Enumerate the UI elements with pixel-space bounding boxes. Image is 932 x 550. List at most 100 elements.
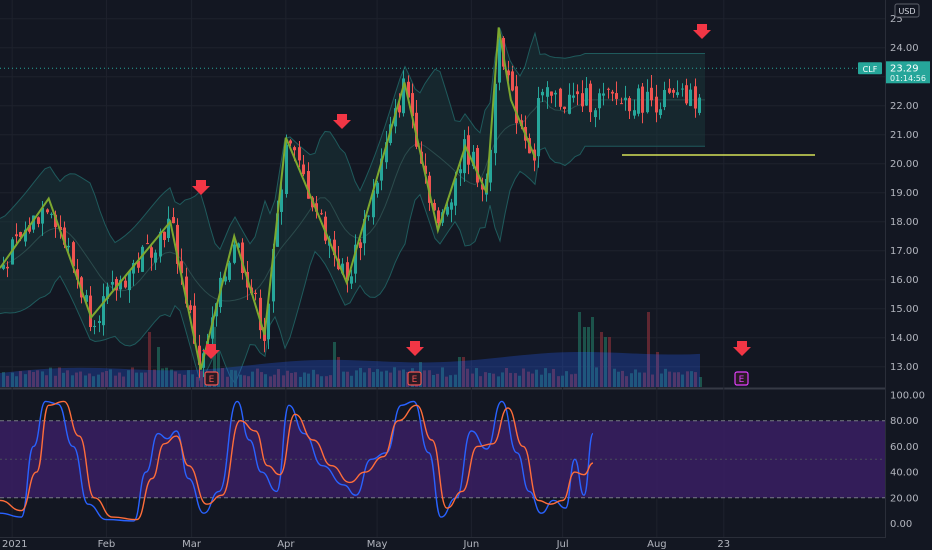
candle-body: [341, 263, 344, 274]
volume-bar: [471, 373, 474, 387]
candle-body: [2, 264, 5, 269]
candle-body: [450, 202, 453, 210]
candle-body: [385, 142, 388, 163]
candle-body: [411, 93, 414, 117]
candle-body: [350, 276, 353, 284]
candle-body: [293, 147, 296, 151]
volume-bar: [92, 376, 95, 387]
candle-body: [132, 263, 135, 274]
candle-body: [211, 317, 214, 339]
candle-body: [672, 89, 675, 93]
volume-bar: [28, 370, 31, 387]
candle-body: [620, 103, 623, 105]
candle-body: [289, 140, 292, 144]
candle-body: [237, 243, 240, 248]
candle-body: [541, 91, 544, 96]
volume-bar: [488, 372, 491, 387]
candle-body: [655, 96, 658, 113]
candle-body: [650, 87, 653, 101]
volume-bar: [144, 372, 147, 387]
volume-bar: [187, 370, 190, 387]
candle-body: [433, 202, 436, 211]
candle-body: [115, 279, 118, 291]
earnings-marker-label: E: [739, 375, 745, 385]
volume-bar: [165, 367, 168, 387]
volume-bar: [445, 376, 448, 387]
volume-bar: [505, 367, 508, 387]
earnings-marker-label: E: [412, 375, 418, 385]
candle-body: [302, 164, 305, 175]
time-axis-bg: [0, 538, 886, 550]
volume-bar: [634, 369, 637, 387]
candle-body: [224, 276, 227, 282]
volume-bar: [527, 371, 530, 387]
volume-bar: [393, 367, 396, 387]
last-price-badge: [886, 61, 930, 84]
stoch-tick-label: 100.00: [890, 391, 925, 402]
candle-body: [624, 97, 627, 101]
volume-bar: [484, 372, 487, 387]
candle-body: [15, 234, 18, 237]
ticker-label: CLF: [863, 65, 878, 74]
candle-body: [685, 85, 688, 104]
candle-body: [324, 216, 327, 241]
volume-bar: [299, 376, 302, 387]
volume-bar: [170, 369, 173, 387]
stoch-tick-label: 80.00: [890, 416, 919, 427]
volume-bar: [643, 372, 646, 387]
time-tick-label: May: [367, 539, 388, 550]
candle-body: [41, 207, 44, 224]
candle-body: [185, 276, 188, 304]
candle-body: [611, 91, 614, 94]
volume-bar: [337, 357, 340, 387]
candle-body: [607, 88, 610, 90]
volume-bar: [625, 376, 628, 387]
volume-bar: [2, 372, 5, 387]
volume-bar: [690, 371, 693, 387]
candle-body: [637, 88, 640, 114]
volume-bar: [24, 374, 27, 387]
volume-bar: [256, 368, 259, 387]
volume-bar: [660, 373, 663, 387]
volume-bar: [15, 376, 18, 387]
candle-body: [172, 217, 175, 224]
volume-bar: [79, 371, 82, 387]
candle-body: [394, 108, 397, 127]
volume-bar: [376, 369, 379, 387]
volume-bar: [561, 375, 564, 387]
candle-body: [259, 297, 262, 331]
volume-bar: [436, 373, 439, 387]
volume-bar: [243, 375, 246, 387]
candle-body: [363, 218, 366, 244]
volume-bar: [221, 368, 224, 387]
volume-bar: [161, 368, 164, 387]
candle-body: [193, 305, 196, 344]
volume-bar: [19, 371, 22, 387]
zigzag-line: [0, 27, 537, 370]
volume-bar: [273, 374, 276, 387]
volume-bar: [587, 327, 590, 387]
volume-bar: [522, 368, 525, 387]
candle-body: [6, 266, 9, 269]
volume-bar: [583, 327, 586, 387]
volume-bar: [621, 370, 624, 387]
volume-bar: [699, 376, 702, 387]
candle-body: [698, 97, 701, 113]
stoch-k-line: [0, 400, 594, 522]
candle-body: [128, 270, 131, 291]
volume-bar: [570, 374, 573, 387]
volume-bar: [466, 368, 469, 387]
stoch-band: [0, 420, 885, 498]
volume-bar: [101, 372, 104, 387]
candle-body: [37, 217, 40, 224]
volume-bar: [217, 352, 220, 387]
volume-bar: [122, 376, 125, 387]
candle-body: [554, 92, 557, 95]
volume-bar: [664, 368, 667, 387]
candle-body: [641, 86, 644, 113]
candle-body: [298, 147, 301, 161]
candle-body: [59, 226, 62, 230]
candle-body: [163, 231, 166, 241]
volume-bar: [325, 376, 328, 387]
